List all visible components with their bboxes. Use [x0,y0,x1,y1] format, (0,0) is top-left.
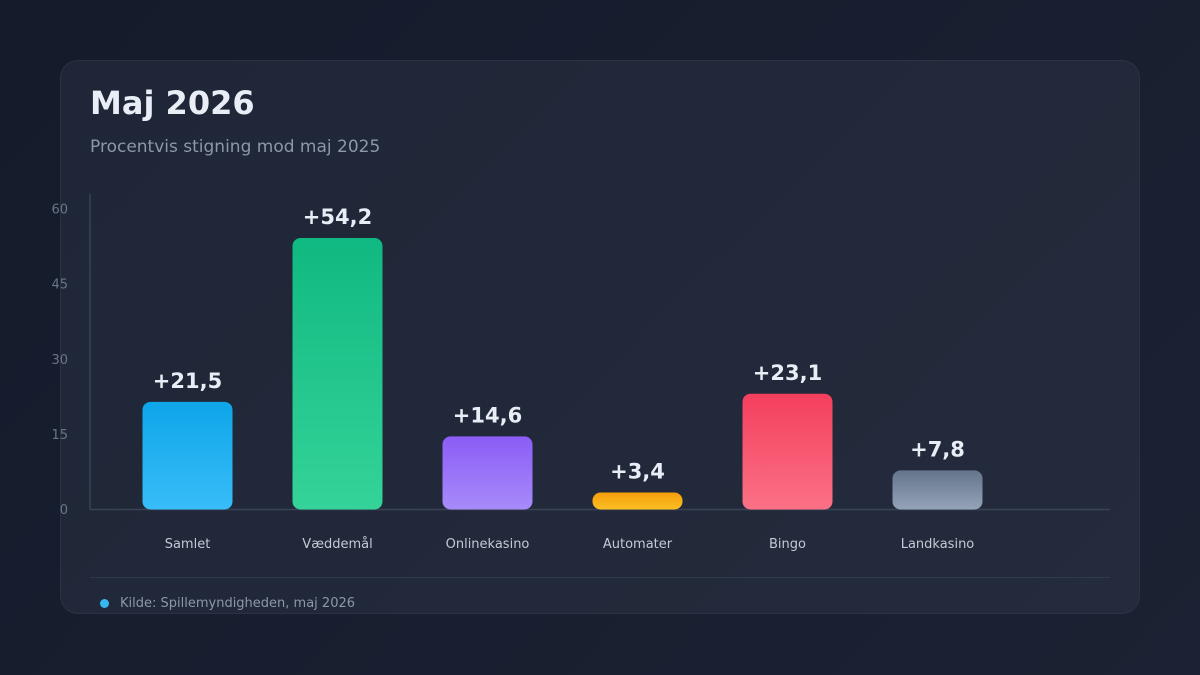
chart-subtitle: Procentvis stigning mod maj 2025 [90,137,381,157]
y-tick-label: 0 [60,503,68,518]
bar-value-label: +23,1 [753,361,822,385]
bar-3 [592,492,683,510]
bar-value-label: +54,2 [303,205,372,229]
bar-2 [442,436,533,510]
bar-1 [292,238,383,510]
x-category-label: Samlet [165,537,211,552]
y-tick-label: 30 [51,353,68,368]
y-tick-label: 45 [51,278,68,293]
source-bullet-icon [100,599,109,608]
source-note: Kilde: Spillemyndigheden, maj 2026 [120,596,356,611]
bar-value-label: +21,5 [153,369,222,393]
x-category-label: Landkasino [901,537,975,552]
bar-5 [892,470,983,510]
x-category-label: Onlinekasino [446,537,530,552]
footer-divider [90,577,1110,578]
x-category-label: Bingo [769,537,806,552]
chart-card [60,60,1140,614]
bar-value-label: +14,6 [453,403,522,427]
bar-value-label: +7,8 [910,437,965,461]
x-category-label: Automater [603,537,673,552]
chart-title: Maj 2026 [90,84,255,122]
bar-value-label: +3,4 [610,459,665,483]
x-category-label: Væddemål [302,537,372,552]
y-tick-label: 60 [51,203,68,218]
bar-0 [142,401,233,510]
y-tick-label: 15 [51,428,68,443]
bar-4 [742,393,833,510]
